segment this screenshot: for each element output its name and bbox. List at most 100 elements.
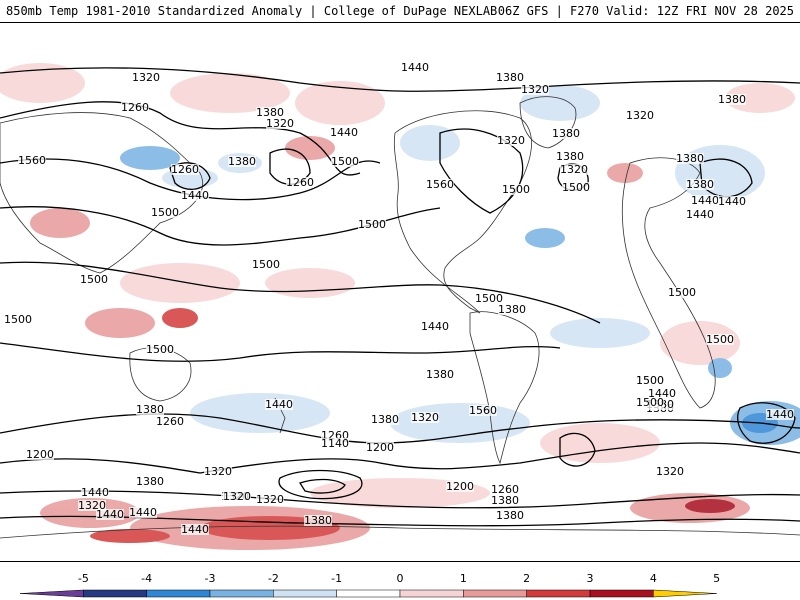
contour-label-bg xyxy=(156,416,184,427)
colorbar-swatch xyxy=(19,589,84,598)
colorbar-swatch xyxy=(336,589,401,598)
contour-label-bg xyxy=(256,107,284,118)
anomaly-area xyxy=(607,163,643,183)
colorbar-swatch xyxy=(146,589,211,598)
colorbar-tick-label: -1 xyxy=(331,572,342,585)
contour-line xyxy=(299,478,346,494)
contour-label: 1500 xyxy=(502,183,530,196)
contour-label-bg xyxy=(498,304,526,315)
contour-label-bg xyxy=(562,182,590,193)
contour-label-bg xyxy=(686,209,714,220)
contour-label: 1140 xyxy=(321,437,349,450)
contour-label: 1440 xyxy=(265,398,293,411)
contour-label-bg xyxy=(469,405,497,416)
contour-line xyxy=(0,442,800,474)
contour-label: 1260 xyxy=(491,483,519,496)
contour-label-bg xyxy=(223,491,251,502)
contour-label-bg xyxy=(321,430,349,441)
contour-label-bg xyxy=(521,84,549,95)
contour-label: 1380 xyxy=(496,509,524,522)
contour-label: 1200 xyxy=(366,441,394,454)
contour-label: 1500 xyxy=(146,343,174,356)
contour-label-bg xyxy=(401,62,429,73)
contour-label: 1320 xyxy=(411,411,439,424)
contour-label-bg xyxy=(80,274,108,285)
contour-label: 1260 xyxy=(121,101,149,114)
contour-label-bg xyxy=(668,287,696,298)
colorbar-swatch xyxy=(589,589,654,598)
contour-label-bg xyxy=(556,151,584,162)
contour-label: 1440 xyxy=(181,523,209,536)
colorbar-tick-label: -2 xyxy=(268,572,279,585)
contour-label-bg xyxy=(491,495,519,506)
contour-label: 1320 xyxy=(78,499,106,512)
contour-label-bg xyxy=(265,399,293,410)
anomaly-area xyxy=(725,83,795,113)
anomaly-area xyxy=(190,393,330,433)
anomaly-area xyxy=(170,73,290,113)
contour-label: 1440 xyxy=(81,486,109,499)
contour-line xyxy=(0,158,381,201)
contour-label-bg xyxy=(358,219,386,230)
colorbar-tick-label: 5 xyxy=(713,572,720,585)
antarctica-outline xyxy=(0,525,800,539)
contour-label-bg xyxy=(266,118,294,129)
contour-label-bg xyxy=(718,94,746,105)
contour-label-bg xyxy=(96,509,124,520)
contour-label: 1320 xyxy=(204,465,232,478)
contour-label-bg xyxy=(171,164,199,175)
contour-label: 1380 xyxy=(496,71,524,84)
contour-label: 1500 xyxy=(252,258,280,271)
contour-label: 1500 xyxy=(636,396,664,409)
contour-label-bg xyxy=(371,414,399,425)
contour-label: 1320 xyxy=(266,117,294,130)
contour-label-bg xyxy=(132,72,160,83)
contour-label: 1500 xyxy=(562,181,590,194)
contour-label-bg xyxy=(121,102,149,113)
anomaly-area xyxy=(525,228,565,248)
colorbar-swatch xyxy=(273,589,337,598)
contour-label-bg xyxy=(626,110,654,121)
contour-line xyxy=(699,158,753,198)
anomaly-area xyxy=(40,498,140,528)
contour-label-bg xyxy=(81,487,109,498)
contour-label-bg xyxy=(129,507,157,518)
colorbar-swatch xyxy=(399,589,464,598)
contour-label: 1320 xyxy=(132,71,160,84)
contour-label: 1380 xyxy=(228,155,256,168)
anomaly-area xyxy=(120,146,180,170)
anomaly-area xyxy=(685,499,735,513)
contour-label: 1200 xyxy=(446,480,474,493)
colorbar-tick-label: 3 xyxy=(587,572,594,585)
contour-label: 1380 xyxy=(491,494,519,507)
contour-label-bg xyxy=(304,515,332,526)
contour-label-bg xyxy=(136,476,164,487)
europe-africa-outline xyxy=(621,157,716,409)
contour-label-bg xyxy=(26,449,54,460)
contour-label: 1320 xyxy=(223,490,251,503)
colorbar-swatches xyxy=(19,589,717,598)
contour-label-bg xyxy=(446,481,474,492)
contour-label: 1500 xyxy=(80,273,108,286)
contour-label-bg xyxy=(18,155,46,166)
contour-line xyxy=(737,402,796,444)
contour-label: 1320 xyxy=(521,83,549,96)
colorbar-ticks: -5 -4 -3 -2 -1 0 1 2 3 4 5 xyxy=(78,572,720,585)
contour-label-bg xyxy=(475,293,503,304)
contour-label: 1440 xyxy=(648,387,676,400)
contour-label: 1560 xyxy=(18,154,46,167)
contour-label-bg xyxy=(181,190,209,201)
contour-label-bg xyxy=(656,466,684,477)
contour-label-bg xyxy=(560,164,588,175)
anomaly-area xyxy=(85,308,155,338)
contour-line xyxy=(559,432,596,467)
anomaly-area xyxy=(660,321,740,365)
contour-label: 1440 xyxy=(181,189,209,202)
contour-label: 1380 xyxy=(371,413,399,426)
contour-label: 1440 xyxy=(686,208,714,221)
contour-label: 1260 xyxy=(156,415,184,428)
contour-label: 1380 xyxy=(556,150,584,163)
contour-label-bg xyxy=(497,135,525,146)
contour-label-bg xyxy=(136,404,164,415)
contour-label-bg xyxy=(330,127,358,138)
